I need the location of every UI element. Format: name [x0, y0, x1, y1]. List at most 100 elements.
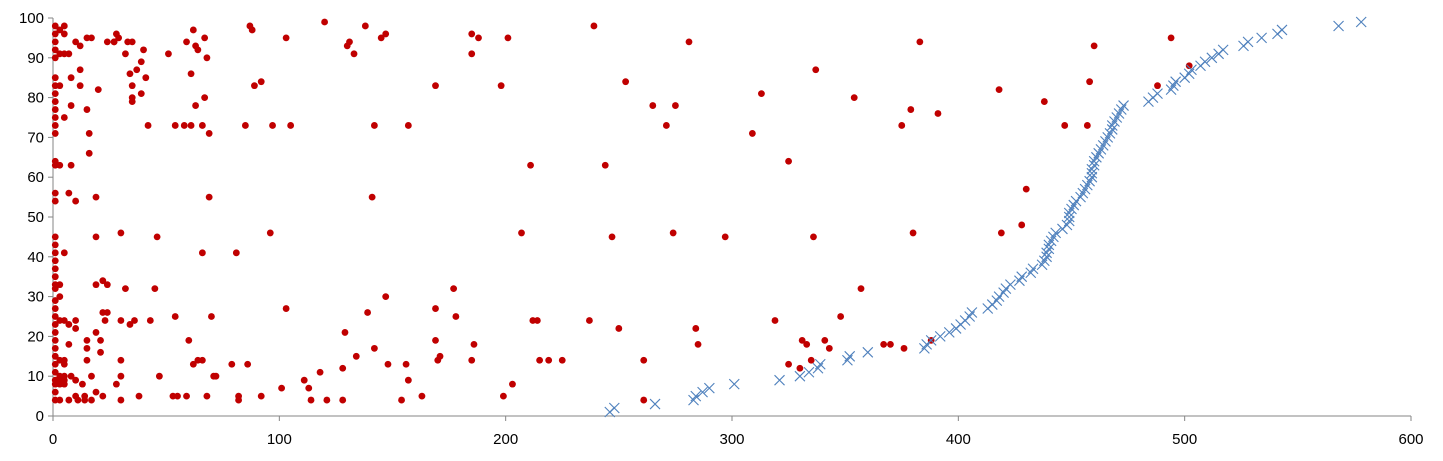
- data-point-x: [1199, 56, 1211, 68]
- data-point-circle: [758, 90, 765, 98]
- data-point-x: [649, 398, 661, 410]
- data-point-circle: [278, 384, 285, 392]
- data-point-circle: [418, 392, 426, 400]
- data-point-circle: [72, 376, 80, 384]
- y-tick-label: 60: [27, 169, 44, 186]
- data-point-x: [934, 331, 946, 342]
- data-point-circle: [76, 82, 84, 90]
- data-point-circle: [60, 317, 68, 324]
- y-tick-label: 20: [27, 328, 44, 345]
- data-point-circle: [205, 130, 213, 137]
- data-point-circle: [509, 380, 516, 388]
- data-point-circle: [850, 94, 858, 101]
- data-point-circle: [404, 376, 412, 384]
- tick-labels: 0 10 20 30 40 50 60 70 80 90 100 0 100 200 300 400 500 60…: [19, 10, 1424, 448]
- data-point-circle: [51, 321, 59, 328]
- data-point-x: [1186, 64, 1197, 76]
- data-point-circle: [83, 106, 91, 113]
- data-point-circle: [51, 130, 59, 137]
- data-point-circle: [640, 356, 648, 364]
- data-point-circle: [56, 161, 64, 169]
- data-point-circle: [470, 340, 478, 348]
- data-point-circle: [364, 309, 372, 316]
- x-tick-label: 300: [719, 431, 744, 448]
- series-1: [604, 16, 1367, 418]
- data-point-circle: [97, 348, 104, 356]
- data-point-x: [1016, 271, 1028, 283]
- y-tick-label: 10: [27, 368, 44, 385]
- data-point-circle: [92, 233, 100, 241]
- data-point-circle: [112, 380, 120, 388]
- data-point-circle: [51, 249, 59, 257]
- data-point-circle: [192, 102, 199, 109]
- data-point-circle: [51, 257, 59, 265]
- data-point-circle: [198, 356, 206, 364]
- data-point-circle: [83, 336, 91, 344]
- data-point-circle: [997, 229, 1005, 237]
- data-point-circle: [67, 372, 75, 380]
- data-point-circle: [1022, 185, 1030, 193]
- data-point-circle: [500, 392, 507, 400]
- y-tick-label: 50: [27, 209, 44, 226]
- data-point-circle: [137, 90, 145, 98]
- data-point-circle: [1040, 98, 1048, 105]
- data-point-circle: [92, 388, 100, 396]
- data-point-circle: [1090, 42, 1098, 50]
- data-point-circle: [201, 94, 209, 101]
- data-point-circle: [128, 38, 136, 46]
- data-point-circle: [99, 277, 107, 285]
- data-point-x: [1005, 279, 1016, 291]
- data-point-x: [1276, 24, 1288, 36]
- data-point-circle: [51, 30, 59, 38]
- data-point-circle: [76, 66, 84, 74]
- data-point-circle: [995, 86, 1003, 94]
- data-point-circle: [640, 396, 648, 404]
- data-point-circle: [323, 396, 331, 404]
- data-point-circle: [51, 38, 59, 46]
- data-point-circle: [898, 122, 906, 129]
- data-point-x: [814, 358, 826, 370]
- data-point-circle: [122, 50, 129, 58]
- data-point-circle: [92, 281, 100, 289]
- data-point-circle: [56, 26, 64, 34]
- data-point-circle: [144, 122, 152, 129]
- data-point-circle: [934, 110, 942, 117]
- data-point-circle: [662, 122, 670, 129]
- data-point-circle: [341, 329, 349, 336]
- data-point-circle: [51, 22, 59, 30]
- data-point-circle: [402, 360, 410, 368]
- data-point-circle: [88, 372, 95, 380]
- data-point-circle: [810, 233, 817, 241]
- data-point-x: [1063, 211, 1075, 223]
- data-point-x: [728, 378, 740, 390]
- data-point-x: [1063, 215, 1075, 227]
- data-point-circle: [669, 229, 677, 237]
- data-point-x: [1152, 88, 1163, 100]
- x-tick-label: 100: [267, 431, 292, 448]
- data-point-circle: [51, 54, 59, 62]
- data-point-circle: [321, 18, 328, 26]
- data-point-circle: [67, 74, 75, 82]
- data-point-circle: [60, 22, 68, 30]
- data-point-circle: [153, 233, 161, 241]
- data-point-circle: [51, 352, 59, 360]
- data-point-circle: [545, 356, 553, 364]
- data-point-x: [794, 370, 806, 382]
- data-point-circle: [76, 42, 84, 50]
- data-point-circle: [51, 74, 59, 82]
- data-point-circle: [155, 372, 163, 380]
- data-point-circle: [909, 229, 917, 237]
- data-point-circle: [475, 34, 482, 42]
- data-point-circle: [51, 305, 59, 312]
- data-point-circle: [51, 233, 59, 241]
- data-point-circle: [137, 58, 145, 66]
- data-point-circle: [65, 396, 73, 404]
- data-point-circle: [92, 193, 100, 201]
- data-point-circle: [103, 38, 111, 46]
- data-point-circle: [432, 336, 439, 344]
- data-point-circle: [183, 392, 190, 400]
- data-point-circle: [235, 396, 242, 404]
- data-point-circle: [72, 197, 80, 205]
- data-point-circle: [88, 34, 95, 42]
- data-point-circle: [187, 122, 195, 129]
